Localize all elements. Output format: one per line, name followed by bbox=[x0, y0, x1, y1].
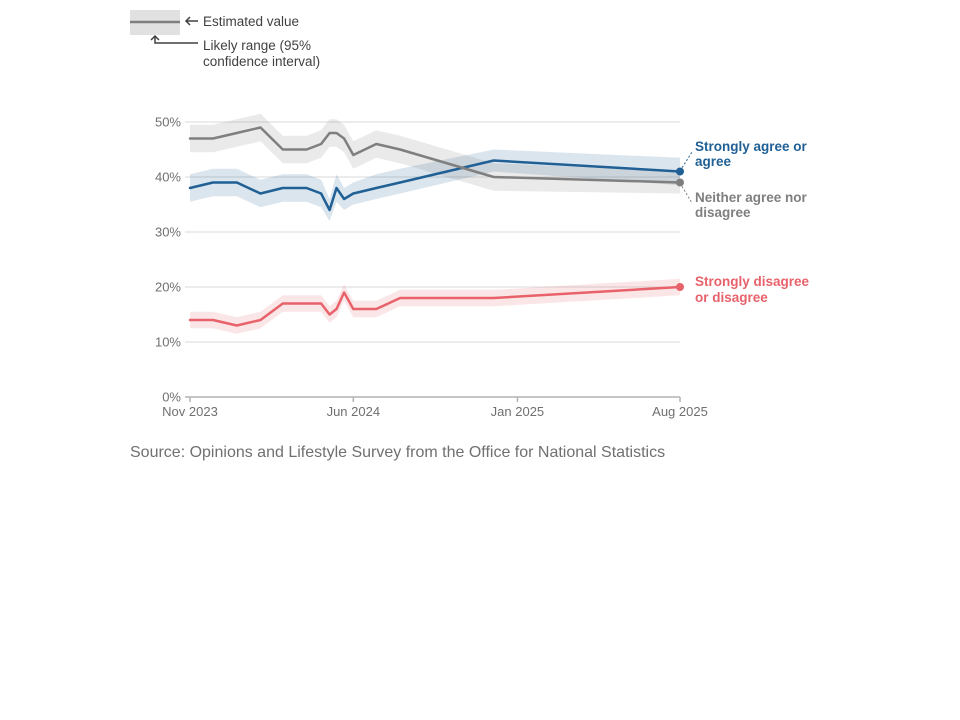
series-label-neither-line2: disagree bbox=[695, 205, 751, 220]
endpoint-agree bbox=[676, 167, 684, 176]
y-tick-label: 40% bbox=[155, 170, 181, 185]
band-agree bbox=[190, 149, 680, 221]
y-tick-label: 0% bbox=[162, 390, 181, 405]
key-range-arrow-icon bbox=[150, 34, 198, 44]
grid-layer: 0% 10% 20% 30% 40% 50% bbox=[155, 115, 680, 405]
line-neither bbox=[188, 126, 682, 184]
source-note: Source: Opinions and Lifestyle Survey fr… bbox=[130, 444, 666, 461]
y-tick-label: 10% bbox=[155, 335, 181, 350]
legend-key: Estimated value Likely range (95% confid… bbox=[130, 10, 320, 69]
y-tick-label: 20% bbox=[155, 280, 181, 295]
key-estimate-arrow-icon bbox=[184, 16, 198, 26]
series-label-agree: Strongly agree or bbox=[695, 139, 808, 154]
key-estimate-label: Estimated value bbox=[203, 14, 299, 29]
series-label-disagree: Strongly disagree bbox=[695, 274, 810, 289]
key-range-label-line1: Likely range (95% bbox=[203, 38, 311, 53]
x-tick-label: Jun 2024 bbox=[327, 404, 381, 419]
endpoint-disagree bbox=[676, 283, 684, 291]
x-axis: Nov 2023 Jun 2024 Jan 2025 Aug 2025 bbox=[162, 396, 708, 419]
series-label-disagree-line2: or disagree bbox=[695, 290, 768, 305]
confidence-bands bbox=[190, 113, 680, 334]
line-disagree bbox=[188, 285, 682, 327]
band-neither bbox=[190, 113, 680, 194]
band-disagree bbox=[190, 278, 680, 334]
key-range-label-line2: confidence interval) bbox=[203, 54, 320, 69]
y-tick-label: 50% bbox=[155, 115, 181, 130]
endpoint-neither bbox=[676, 178, 684, 187]
series-label-agree-line2: agree bbox=[695, 154, 732, 169]
x-tick-label: Aug 2025 bbox=[652, 404, 708, 419]
line-agree bbox=[188, 159, 682, 212]
x-tick-label: Nov 2023 bbox=[162, 404, 218, 419]
y-tick-label: 30% bbox=[155, 225, 181, 240]
x-tick-label: Jan 2025 bbox=[491, 404, 545, 419]
series-lines bbox=[188, 126, 684, 327]
series-label-neither: Neither agree nor bbox=[695, 190, 808, 205]
